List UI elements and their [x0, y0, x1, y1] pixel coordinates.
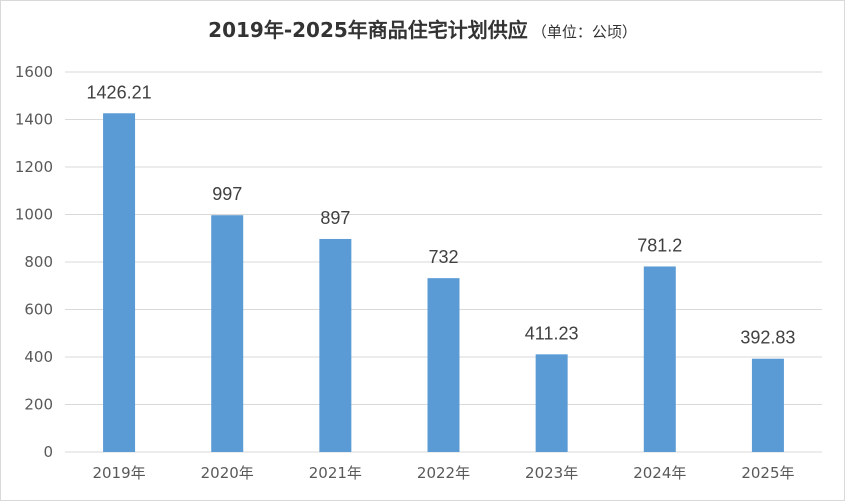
y-tick-label: 400: [24, 348, 53, 366]
y-axis-ticks: 0 200 400 600 800 1000 1200 1400 1600: [15, 63, 53, 461]
data-labels: 1426.21 997 897 732 411.23 781.2 392.83: [87, 82, 796, 347]
chart-title: 2019年-2025年商品住宅计划供应 （单位：公顷）: [0, 14, 845, 43]
chart-title-main: 2019年-2025年商品住宅计划供应: [208, 18, 528, 42]
chart-title-unit: （单位：公顷）: [531, 23, 637, 41]
bar: [751, 358, 784, 452]
y-tick-label: 600: [24, 301, 53, 319]
bar: [427, 278, 460, 452]
x-tick-label: 2021年: [309, 464, 362, 482]
bar: [211, 215, 244, 452]
y-tick-label: 800: [24, 253, 53, 271]
bar: [319, 238, 352, 452]
x-tick-label: 2025年: [741, 464, 794, 482]
x-tick-label: 2020年: [201, 464, 254, 482]
y-tick-label: 0: [43, 443, 53, 461]
bar: [535, 354, 568, 452]
x-tick-label: 2022年: [417, 464, 470, 482]
x-tick-label: 2019年: [92, 464, 145, 482]
bar: [103, 113, 136, 453]
bars: [103, 113, 784, 453]
bar: [643, 266, 676, 452]
y-tick-label: 1400: [15, 111, 53, 129]
data-label: 411.23: [525, 323, 579, 343]
y-tick-label: 1000: [15, 206, 53, 224]
x-tick-label: 2023年: [525, 464, 578, 482]
x-tick-label: 2024年: [633, 464, 686, 482]
y-tick-label: 1600: [15, 63, 53, 81]
data-label: 997: [212, 184, 242, 204]
data-label: 781.2: [637, 235, 682, 255]
data-label: 732: [428, 247, 458, 267]
x-axis-ticks: 2019年 2020年 2021年 2022年 2023年 2024年 2025年: [92, 464, 794, 482]
data-label: 392.83: [740, 328, 795, 348]
data-label: 1426.21: [87, 82, 152, 102]
y-tick-label: 1200: [15, 158, 53, 176]
y-tick-label: 200: [24, 396, 53, 414]
data-label: 897: [320, 208, 350, 228]
